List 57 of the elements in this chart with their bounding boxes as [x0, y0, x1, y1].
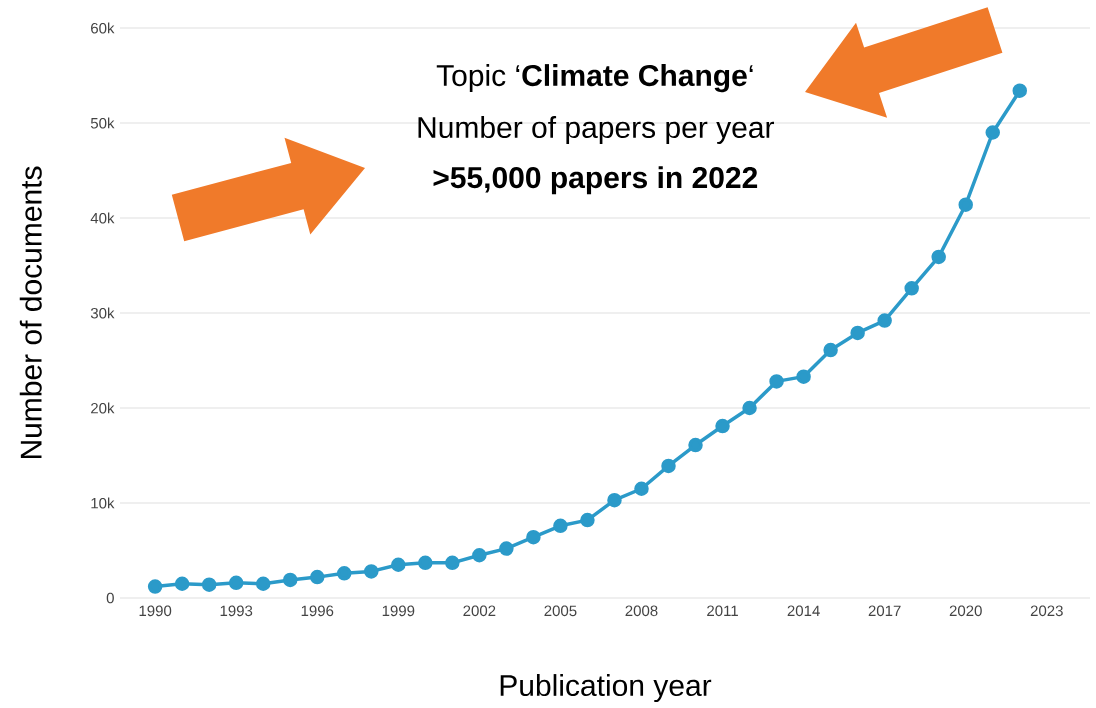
point: [715, 418, 730, 434]
point: [958, 197, 973, 212]
point: [769, 374, 784, 389]
x-tick-label: 2020: [949, 605, 982, 617]
x-axis-title: Publication year: [500, 674, 712, 703]
point: [796, 369, 811, 384]
point: [255, 576, 271, 591]
point: [418, 555, 433, 571]
point: [201, 577, 217, 592]
text: Number of papers per year: [418, 116, 775, 144]
x-tick-label: 1990: [139, 605, 172, 617]
point: [282, 572, 298, 588]
point: [634, 481, 649, 496]
point: [310, 569, 325, 585]
annotation: >55,000 papers in 2022: [433, 166, 758, 195]
point: [877, 313, 892, 328]
y-tick-label: 40k: [90, 212, 115, 224]
point: [904, 281, 919, 296]
point: [472, 548, 487, 563]
point: [553, 518, 568, 534]
y-tick-label: 30k: [90, 307, 115, 319]
y-tick-label: 60k: [91, 22, 115, 34]
point: [850, 325, 865, 341]
x-tick-label: 2002: [463, 605, 496, 617]
point: [688, 437, 703, 453]
point: [526, 529, 541, 545]
y-axis-title: Number of documents: [19, 166, 42, 459]
x-tick-label: 2008: [625, 605, 658, 617]
point: [823, 342, 838, 358]
point: [742, 400, 757, 416]
x-tick-label: 2017: [868, 605, 901, 617]
x-tick-label: 1999: [382, 605, 415, 617]
y-tick-label: 50k: [90, 117, 115, 129]
y-tick-label: 20k: [91, 402, 115, 414]
x-tick-label: 2011: [707, 605, 738, 617]
point: [499, 541, 514, 556]
y-tick-label: 0: [106, 592, 114, 604]
point: [228, 575, 244, 591]
point: [147, 579, 163, 594]
point: [174, 576, 190, 591]
y-tick-label: 10k: [91, 497, 115, 509]
point: [337, 566, 352, 581]
x-tick-label: 1993: [220, 605, 253, 617]
point: [985, 125, 1000, 140]
point: [661, 458, 676, 474]
x-tick-label: 2014: [787, 605, 820, 617]
point: [580, 512, 595, 528]
point: [391, 557, 406, 572]
point: [364, 564, 379, 579]
point: [607, 492, 622, 508]
point: [931, 249, 946, 265]
point: [1012, 83, 1028, 98]
x-tick-label: 1996: [301, 605, 334, 617]
x-tick-label: 2005: [544, 605, 577, 617]
point: [445, 555, 460, 571]
text: Topic ‘Climate Change‘: [436, 64, 753, 93]
x-tick-label: 2023: [1030, 605, 1063, 617]
